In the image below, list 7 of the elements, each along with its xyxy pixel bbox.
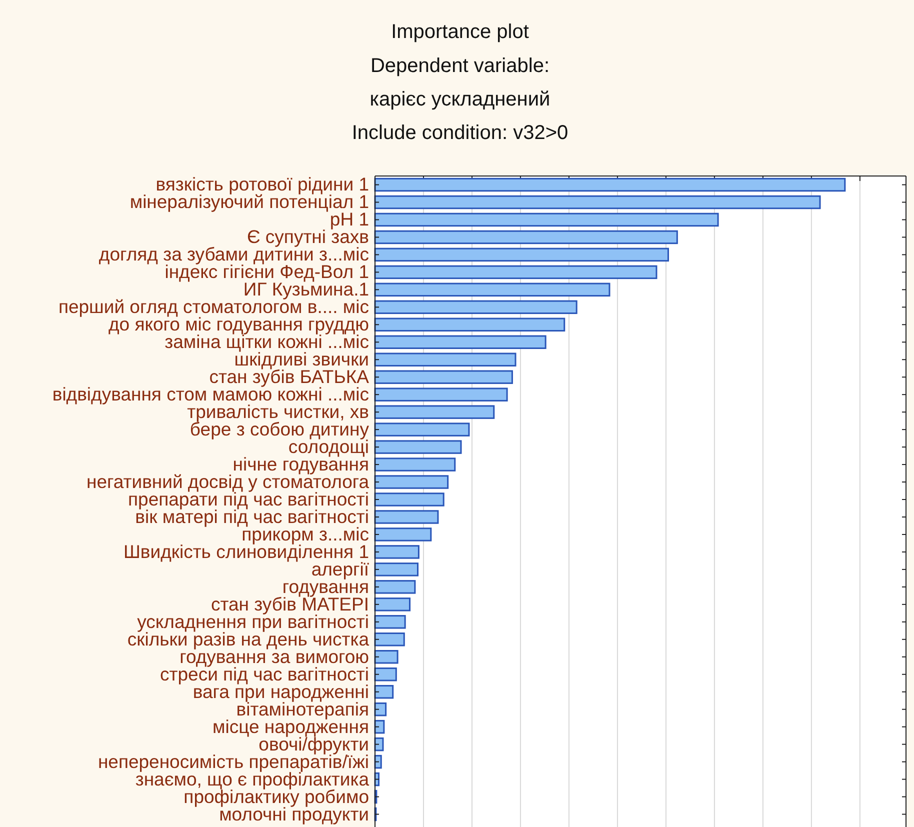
y-tick-label: тривалість чистки, хв [187,401,370,422]
y-tick-label: вязкість ротової рідини 1 [156,174,369,195]
y-tick-label: рН 1 [330,208,369,230]
y-tick-label: прикорм з...міс [242,523,369,544]
chart-subtitle: Dependent variable: карієс ускладнений Include condition: v32>0 [352,55,568,144]
y-tick-label: алергії [311,558,369,580]
chart-title: Importance plot [391,21,530,43]
